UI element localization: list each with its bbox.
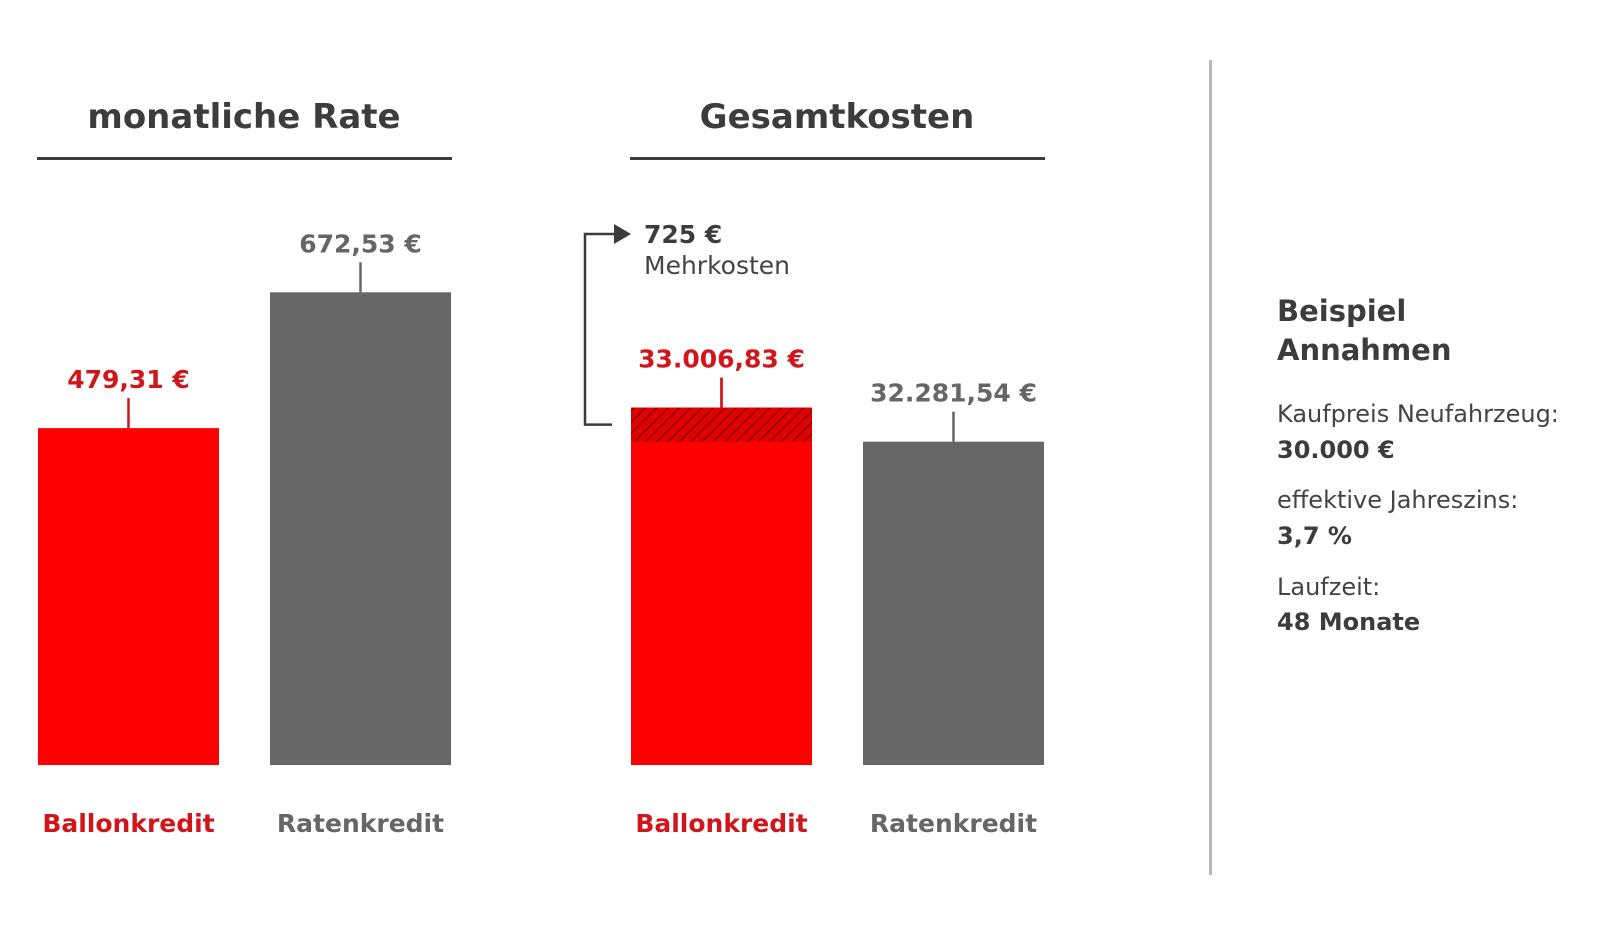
assumption-label: effektive Jahreszins: xyxy=(1277,486,1519,514)
title-underline xyxy=(37,157,452,160)
assumption-value: 30.000 € xyxy=(1277,436,1395,464)
bar-ballonkredit xyxy=(38,428,219,765)
assumptions-title-line2: Annahmen xyxy=(1277,333,1452,367)
chart-title: monatliche Rate xyxy=(87,97,400,137)
value-label: 33.006,83 € xyxy=(638,345,805,374)
value-label: 32.281,54 € xyxy=(870,379,1037,408)
bar-ballonkredit xyxy=(631,407,812,765)
bracket-connector xyxy=(583,232,616,426)
category-label: Ballonkredit xyxy=(42,809,214,838)
category-label: Ratenkredit xyxy=(870,809,1037,838)
divider xyxy=(1209,60,1212,875)
category-label: Ballonkredit xyxy=(635,809,807,838)
category-label: Ratenkredit xyxy=(277,809,444,838)
title-underline xyxy=(630,157,1045,160)
value-label: 479,31 € xyxy=(67,365,190,394)
chart-title: Gesamtkosten xyxy=(700,97,975,137)
bar-ratenkredit xyxy=(863,441,1044,765)
assumption-label: Kaufpreis Neufahrzeug: xyxy=(1277,400,1559,428)
assumption-value: 3,7 % xyxy=(1277,522,1352,550)
bar-ratenkredit xyxy=(270,292,451,765)
assumption-label: Laufzeit: xyxy=(1277,573,1381,601)
extra-cost-hatch xyxy=(631,407,812,442)
value-label: 672,53 € xyxy=(299,229,422,258)
assumption-value: 48 Monate xyxy=(1277,608,1421,636)
arrow-right-icon xyxy=(614,224,631,244)
assumptions-title-line1: Beispiel xyxy=(1277,294,1407,328)
extra-cost-label: Mehrkosten xyxy=(644,251,790,280)
extra-cost-value: 725 € xyxy=(644,220,722,249)
